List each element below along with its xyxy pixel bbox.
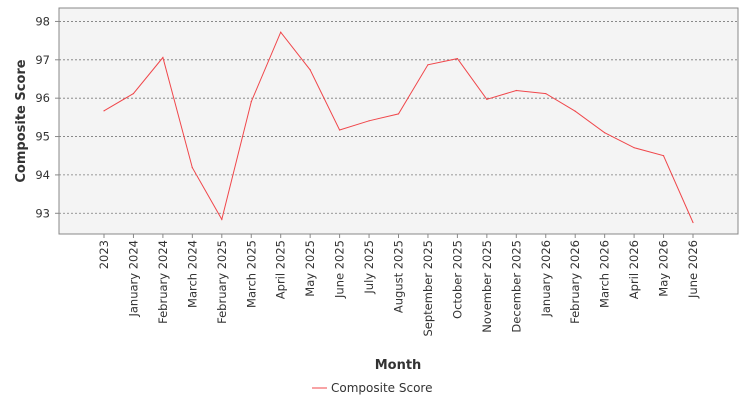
plot-area	[59, 8, 738, 234]
plot-frame	[58, 7, 739, 235]
data-point	[132, 92, 135, 95]
data-point	[633, 147, 635, 149]
data-point	[456, 58, 458, 60]
x-tick-label: November 2025	[480, 240, 494, 333]
grid-lines	[59, 21, 738, 214]
y-tick-label: 95	[35, 130, 50, 144]
x-tick-label: July 2025	[362, 240, 376, 295]
data-point	[486, 98, 488, 100]
data-point	[250, 101, 252, 103]
x-tick-label: 2023	[97, 240, 111, 269]
data-point	[280, 31, 282, 33]
x-tick-label: December 2025	[509, 240, 523, 333]
x-tick-label: June 2025	[333, 240, 347, 299]
x-tick-label: September 2025	[421, 240, 435, 337]
x-tick-label: January 2024	[126, 240, 140, 318]
y-axis-label: Composite Score	[14, 59, 29, 182]
series-lines	[103, 31, 694, 224]
x-tick-label: February 2024	[156, 240, 170, 324]
data-point	[339, 129, 341, 131]
y-tick-label: 94	[35, 168, 50, 182]
x-tick-label: June 2026	[686, 240, 700, 299]
x-tick-label: August 2025	[392, 240, 406, 313]
x-tick-label: March 2025	[244, 240, 258, 308]
x-tick-label: April 2026	[627, 240, 641, 299]
x-tick-label: February 2026	[568, 240, 582, 324]
x-tick-label: March 2026	[598, 240, 612, 308]
data-point	[397, 113, 400, 115]
x-tick-label: March 2024	[185, 240, 199, 308]
data-point	[662, 155, 665, 157]
data-point	[162, 56, 164, 59]
y-tick-label: 93	[35, 206, 50, 220]
data-point	[103, 110, 105, 112]
data-point	[309, 69, 311, 71]
x-tick-label: May 2026	[657, 240, 671, 297]
y-tick-label: 98	[35, 14, 50, 28]
y-tick-label: 96	[35, 91, 50, 105]
legend-label-composite-score: Composite Score	[331, 381, 432, 395]
data-point	[221, 218, 223, 221]
y-tick-label: 97	[35, 53, 50, 67]
data-point	[545, 92, 547, 95]
x-axis: 2023 January 2024 February 2024 March 2024 F…	[97, 234, 700, 337]
x-axis-label: Month	[375, 358, 422, 373]
data-point	[574, 110, 576, 112]
data-point	[515, 89, 517, 92]
legend: Composite Score	[312, 381, 432, 395]
x-tick-label: October 2025	[450, 240, 464, 319]
data-point	[604, 132, 606, 134]
data-point	[692, 221, 694, 224]
data-point	[368, 120, 370, 122]
x-tick-label: February 2025	[215, 240, 229, 324]
data-point	[427, 64, 429, 66]
y-axis: 93 94 95 96 97 98	[35, 14, 59, 220]
x-tick-label: April 2025	[274, 240, 288, 299]
data-point	[191, 167, 193, 169]
x-tick-label: January 2026	[539, 240, 553, 318]
x-tick-label: May 2025	[303, 240, 317, 297]
